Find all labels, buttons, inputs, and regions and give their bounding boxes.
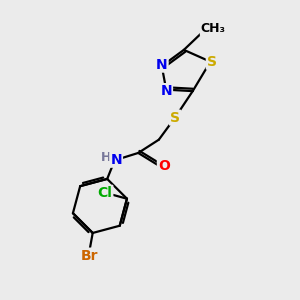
Text: N: N bbox=[156, 58, 168, 72]
Text: Br: Br bbox=[81, 249, 98, 262]
Text: Cl: Cl bbox=[98, 186, 112, 200]
Text: S: S bbox=[170, 111, 180, 124]
Text: N: N bbox=[160, 84, 172, 98]
Text: S: S bbox=[207, 55, 217, 69]
Text: H: H bbox=[100, 151, 111, 164]
Text: N: N bbox=[110, 153, 122, 167]
Text: O: O bbox=[158, 159, 170, 173]
Text: CH₃: CH₃ bbox=[201, 22, 226, 35]
